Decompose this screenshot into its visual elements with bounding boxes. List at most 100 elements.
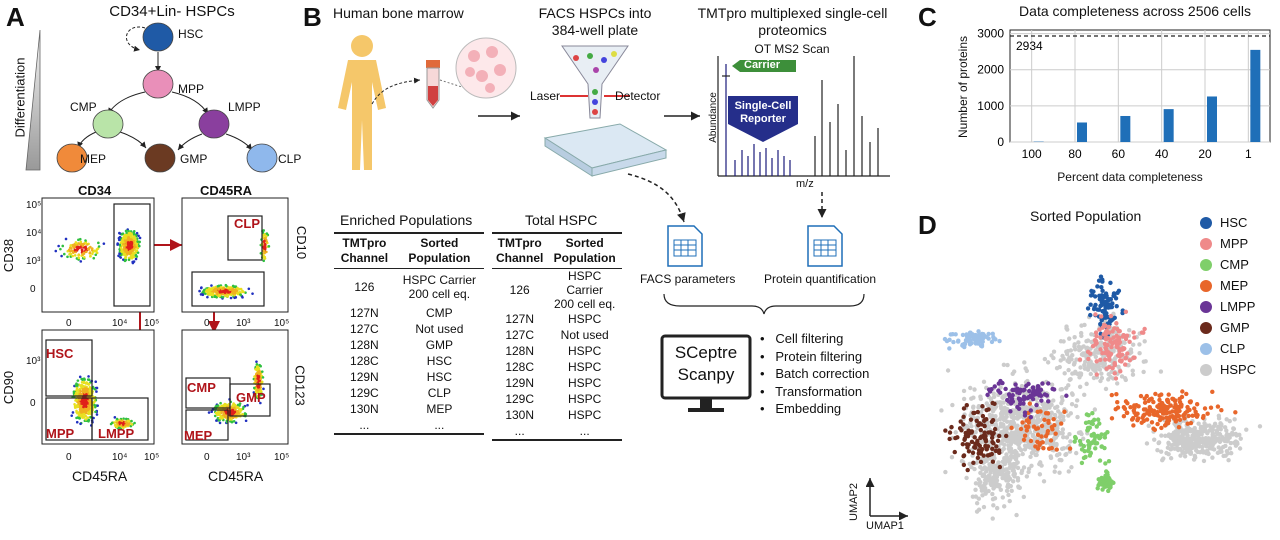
- umap-point-hspc: [1204, 444, 1209, 449]
- umap-point-mep: [1059, 421, 1064, 426]
- panel-label-a: A: [6, 2, 25, 32]
- chart-ylabel: Number of proteins: [956, 35, 971, 139]
- flow-event: [133, 421, 136, 425]
- umap-point-hspc: [1061, 434, 1066, 440]
- flow-event: [229, 296, 233, 300]
- population-cell: CLP: [427, 385, 452, 400]
- umap-point-hspc: [1173, 429, 1178, 434]
- umap-point-hspc: [1069, 401, 1075, 407]
- umap-point-hspc: [1137, 351, 1142, 356]
- legend-swatch: [1200, 237, 1212, 250]
- flow-event: [230, 293, 233, 297]
- population-cell: Not used: [415, 321, 464, 336]
- umap-point-mpp: [1109, 344, 1114, 350]
- flow-event: [136, 251, 140, 254]
- flow-event: [117, 254, 120, 258]
- umap-point-hspc: [979, 488, 985, 493]
- umap-point-hspc: [1005, 362, 1010, 368]
- table-row: 130N HSPC: [492, 407, 622, 423]
- umap-legend: HSC MPP CMP MEP LMPP GMP CLP HSPC: [1200, 212, 1256, 380]
- umap-point-mep: [1114, 392, 1119, 397]
- umap-point-mep: [1149, 420, 1155, 425]
- umap-point-hspc: [1144, 441, 1150, 446]
- umap-point-mep: [1018, 426, 1024, 432]
- flow-event: [218, 293, 221, 297]
- umap-point-mep: [1139, 420, 1144, 425]
- umap-point-mpp: [1110, 366, 1115, 371]
- flow-event: [75, 241, 78, 245]
- population-cell: HSPC: [568, 360, 602, 374]
- umap-point-mep: [1142, 396, 1147, 401]
- flow-event: [124, 229, 128, 233]
- umap-point-hspc: [1018, 447, 1024, 453]
- umap-point-mep: [1129, 417, 1135, 422]
- umap-point-cmp: [1095, 417, 1101, 422]
- umap-point-hspc: [1022, 443, 1028, 448]
- flow-event: [241, 289, 244, 293]
- legend-item: HSC: [1200, 212, 1256, 233]
- panel-label-d: D: [918, 210, 937, 240]
- umap-point-mep: [1020, 420, 1025, 425]
- flow-event: [199, 286, 203, 290]
- flow-event: [90, 247, 94, 250]
- flow-event: [224, 403, 228, 406]
- flow-event: [115, 417, 119, 421]
- umap-point-gmp: [994, 444, 999, 449]
- umap-point-hspc: [1106, 377, 1111, 382]
- population-cell: ...: [579, 424, 590, 438]
- flow-event: [79, 243, 82, 246]
- flow-event: [124, 255, 128, 259]
- x-tick-label: 20: [1198, 147, 1212, 161]
- umap-point-hspc: [1187, 437, 1193, 442]
- umap-point-mep: [1041, 445, 1046, 451]
- flow-event: [228, 288, 232, 292]
- flow-event: [96, 247, 100, 250]
- umap-point-hspc: [1068, 439, 1073, 444]
- umap-point-hspc: [1068, 377, 1073, 382]
- umap-point-lmpp: [1030, 390, 1036, 395]
- flow-event: [66, 255, 69, 259]
- umap-point-hspc: [1171, 437, 1176, 443]
- umap-point-lmpp: [1027, 388, 1032, 394]
- flow-event: [118, 235, 122, 239]
- umap-point-gmp: [947, 436, 952, 442]
- flow-event: [115, 424, 118, 427]
- col-header-channel: TMTpro Channel: [340, 236, 389, 265]
- umap-point-hspc: [1001, 504, 1007, 509]
- umap-point-gmp: [961, 422, 966, 427]
- umap-point-hspc: [1070, 371, 1075, 376]
- umap-point-clp: [962, 341, 968, 346]
- umap-point-mpp: [1120, 347, 1125, 352]
- umap-point-hspc: [1191, 457, 1197, 462]
- umap-point-cmp: [1079, 460, 1085, 466]
- umap-point-mep: [1123, 399, 1129, 404]
- umap-point-mep: [1186, 413, 1191, 419]
- umap-point-mep: [1161, 406, 1167, 411]
- table-row: ......: [492, 423, 622, 440]
- umap-point-mep: [1190, 413, 1195, 418]
- legend-swatch: [1200, 300, 1212, 313]
- umap-point-lmpp: [1017, 401, 1023, 407]
- umap-point-hspc: [1078, 365, 1083, 370]
- umap-point-mep: [1136, 404, 1141, 409]
- flow-event: [220, 405, 223, 408]
- flow-event: [224, 294, 227, 298]
- umap-point-hspc: [1200, 448, 1205, 453]
- umap-point-mpp: [1119, 352, 1125, 357]
- umap-point-mep: [1205, 411, 1210, 416]
- umap-point-hspc: [1079, 431, 1084, 437]
- flow-event: [124, 258, 128, 262]
- umap-point-hspc: [969, 464, 974, 470]
- umap-point-mpp: [1117, 340, 1123, 345]
- umap-point-lmpp: [985, 392, 990, 398]
- reporter-label: Single-Cell Reporter: [734, 100, 792, 125]
- flow-event: [118, 421, 121, 424]
- umap-point-mep: [1109, 416, 1115, 421]
- umap-point-mep: [1131, 408, 1137, 413]
- legend-swatch: [1200, 363, 1212, 376]
- umap-point-mpp: [1114, 321, 1119, 326]
- umap-title: Sorted Population: [1030, 208, 1142, 224]
- umap-point-hspc: [1185, 448, 1191, 453]
- umap-point-lmpp: [1010, 393, 1015, 398]
- umap-point-cmp: [1097, 458, 1103, 463]
